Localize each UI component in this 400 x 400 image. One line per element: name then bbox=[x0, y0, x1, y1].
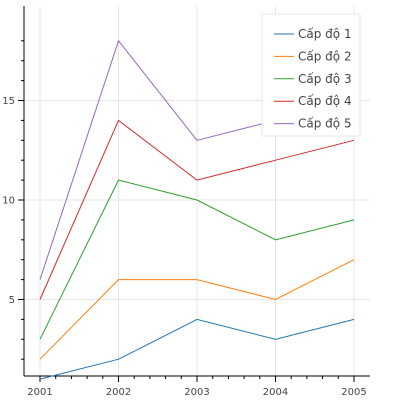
x-tick-label: 2005 bbox=[341, 387, 366, 398]
x-tick-label: 2004 bbox=[263, 387, 288, 398]
series-line bbox=[39, 119, 355, 300]
legend-label: Cấp độ 5 bbox=[298, 117, 352, 131]
legend-label: Cấp độ 2 bbox=[298, 49, 352, 63]
x-tick-label: 2003 bbox=[184, 387, 209, 398]
series-line bbox=[39, 179, 355, 340]
legend-label: Cấp độ 1 bbox=[298, 27, 352, 41]
x-tick-label: 2001 bbox=[27, 387, 52, 398]
legend-label: Cấp độ 4 bbox=[298, 94, 352, 108]
legend: Cấp độ 1 Cấp độ 2 Cấp độ 3 Cấp độ 4 Cấp độ 5 bbox=[261, 13, 361, 137]
series-line bbox=[39, 318, 355, 380]
y-tick-label: 10 bbox=[2, 196, 15, 207]
legend-label: Cấp độ 3 bbox=[298, 72, 352, 86]
series-lines bbox=[39, 39, 355, 380]
y-tick-label: 5 bbox=[9, 295, 15, 306]
y-tick-label: 15 bbox=[2, 96, 15, 107]
series-line bbox=[39, 259, 355, 360]
x-tick-label: 2002 bbox=[106, 387, 131, 398]
x-axis-ticks: 2001 2002 2003 2004 2005 bbox=[27, 376, 367, 398]
y-axis-ticks: 5 10 15 bbox=[2, 40, 24, 360]
